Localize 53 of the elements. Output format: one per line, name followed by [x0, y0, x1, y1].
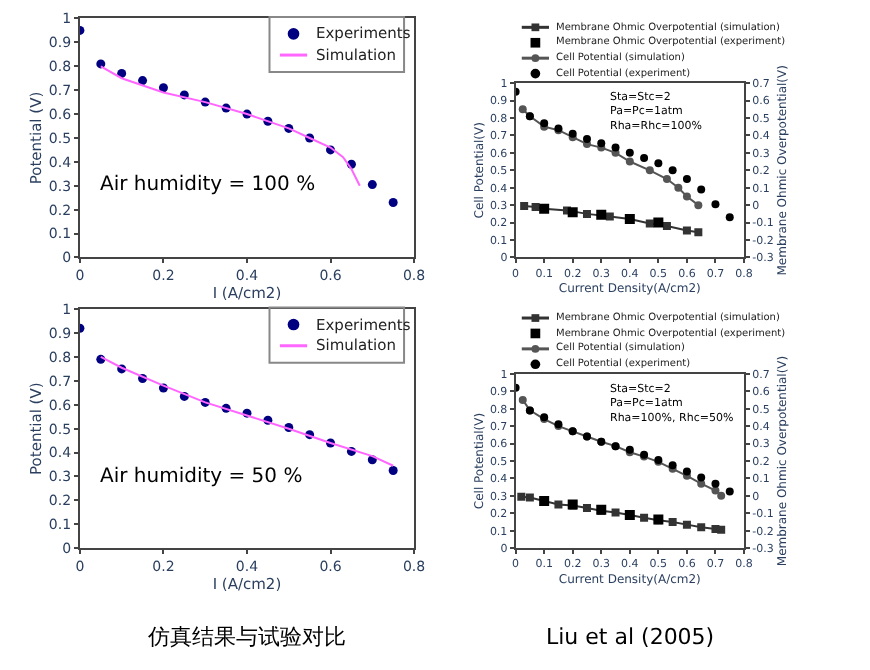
point	[694, 201, 703, 210]
point	[96, 59, 106, 69]
point	[682, 226, 691, 235]
point	[668, 166, 677, 175]
annotation: Air humidity = 100 %	[100, 174, 316, 196]
point	[567, 207, 578, 218]
point	[640, 154, 649, 163]
point	[711, 486, 720, 495]
point	[654, 159, 663, 168]
point	[717, 491, 726, 500]
point	[625, 157, 634, 166]
text: Liu et al (2005)	[546, 624, 715, 650]
point	[611, 508, 620, 517]
text: 仿真结果与试验对比	[146, 624, 346, 650]
point	[367, 180, 377, 190]
point	[697, 479, 706, 488]
point	[711, 479, 720, 488]
point	[582, 209, 591, 218]
point	[697, 185, 706, 194]
point	[645, 166, 654, 175]
point	[725, 213, 734, 222]
point	[682, 175, 691, 183]
point	[611, 143, 620, 152]
point	[517, 492, 526, 501]
point	[582, 504, 591, 513]
point	[682, 192, 691, 201]
point	[518, 395, 527, 404]
point	[662, 175, 671, 183]
point	[653, 217, 664, 228]
point	[697, 523, 706, 532]
point	[518, 105, 527, 114]
point	[596, 209, 607, 220]
point	[682, 520, 691, 529]
point	[388, 198, 398, 207]
point	[605, 212, 614, 221]
point	[711, 200, 720, 209]
point	[725, 487, 734, 496]
point	[640, 513, 649, 522]
point	[525, 493, 534, 502]
point	[388, 466, 398, 475]
point	[674, 183, 683, 192]
point	[694, 228, 703, 237]
point	[662, 222, 671, 231]
annotation: Air humidity = 50 %	[100, 466, 303, 488]
point	[625, 148, 634, 157]
point	[554, 500, 563, 509]
point	[668, 518, 677, 527]
point	[697, 473, 706, 482]
point	[582, 134, 591, 143]
point	[520, 202, 529, 211]
point	[717, 525, 726, 534]
point	[158, 83, 168, 93]
point	[138, 76, 148, 86]
